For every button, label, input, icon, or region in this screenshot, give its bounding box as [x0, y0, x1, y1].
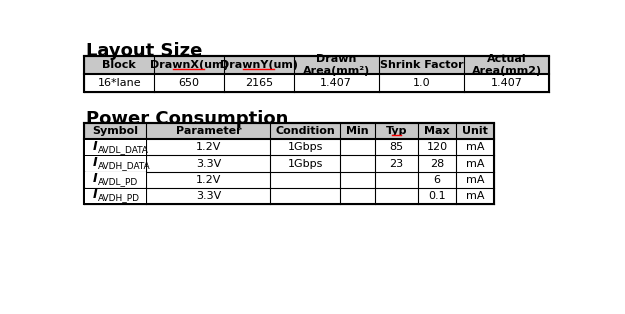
Text: I: I [93, 188, 98, 201]
Text: Actual
Area(mm2): Actual Area(mm2) [472, 54, 542, 76]
Text: 1.407: 1.407 [491, 78, 522, 88]
Text: Unit: Unit [462, 126, 488, 136]
Text: I: I [93, 156, 98, 169]
Text: mA: mA [466, 159, 484, 169]
Text: I: I [93, 140, 98, 153]
Bar [84, 74, 549, 92]
Text: Shrink Factor: Shrink Factor [379, 60, 463, 70]
Bar [84, 123, 494, 204]
Bar [85, 140, 146, 155]
Text: AVDL_PD: AVDL_PD [98, 177, 139, 186]
Text: 23: 23 [389, 159, 403, 169]
Text: AVDH_DATA: AVDH_DATA [98, 161, 151, 170]
Text: DrawnX(um): DrawnX(um) [149, 60, 228, 70]
Text: 16*lane: 16*lane [98, 78, 141, 88]
Text: Block: Block [102, 60, 136, 70]
Bar [85, 156, 146, 171]
Text: Min: Min [346, 126, 369, 136]
Bar [84, 172, 494, 188]
Text: mA: mA [466, 143, 484, 152]
Text: 28: 28 [430, 159, 444, 169]
Text: DrawnY(um): DrawnY(um) [220, 60, 298, 70]
Text: AVDL_DATA: AVDL_DATA [98, 145, 149, 154]
Text: Condition: Condition [276, 126, 335, 136]
Text: 1.2V: 1.2V [196, 175, 221, 185]
Bar [84, 155, 494, 172]
Text: Parameter: Parameter [176, 126, 241, 136]
Text: 85: 85 [389, 143, 403, 152]
Text: Drawn
Area(mm²): Drawn Area(mm²) [302, 54, 370, 76]
Text: Symbol: Symbol [92, 126, 138, 136]
Text: 1Gbps: 1Gbps [288, 143, 323, 152]
Text: 1.0: 1.0 [412, 78, 430, 88]
Text: 6: 6 [434, 175, 441, 185]
Text: 1.2V: 1.2V [196, 143, 221, 152]
Text: Layout Size: Layout Size [86, 42, 202, 60]
Bar [85, 172, 146, 187]
Text: I: I [93, 172, 98, 185]
Text: 120: 120 [426, 143, 448, 152]
Text: 1Gbps: 1Gbps [288, 159, 323, 169]
Text: Max: Max [424, 126, 450, 136]
Text: mA: mA [466, 191, 484, 201]
Text: mA: mA [466, 175, 484, 185]
Text: Power Consumption: Power Consumption [86, 110, 288, 128]
Text: 3.3V: 3.3V [196, 191, 221, 201]
Bar [84, 56, 549, 92]
Text: Typ: Typ [386, 126, 407, 136]
Bar [85, 189, 146, 203]
Bar [84, 188, 494, 204]
Text: 650: 650 [179, 78, 199, 88]
Text: 0.1: 0.1 [428, 191, 446, 201]
Text: 1.407: 1.407 [320, 78, 352, 88]
Text: 3.3V: 3.3V [196, 159, 221, 169]
Bar [84, 123, 494, 139]
Bar [84, 56, 549, 74]
Text: 2165: 2165 [244, 78, 272, 88]
Bar [84, 139, 494, 155]
Text: AVDH_PD: AVDH_PD [98, 193, 140, 202]
